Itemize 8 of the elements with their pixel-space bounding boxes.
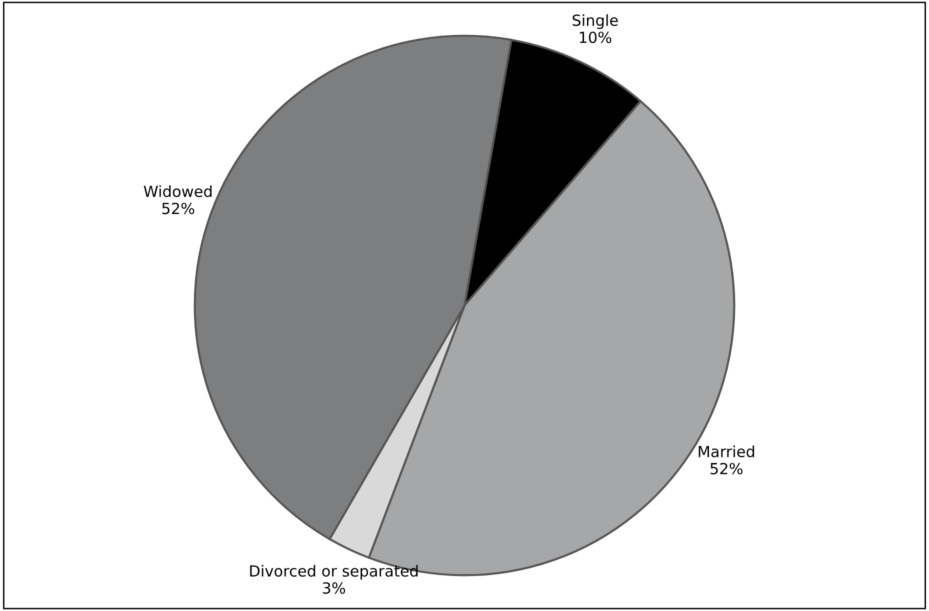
slice-label: Married bbox=[698, 445, 754, 458]
data-label: 52% bbox=[162, 202, 194, 214]
slice-label: Widowed bbox=[144, 185, 212, 198]
data-label: 10% bbox=[580, 32, 612, 44]
slice-label: Divorced or separated bbox=[250, 564, 418, 580]
data-label: 3% bbox=[322, 582, 346, 594]
slice-label: Single bbox=[572, 14, 618, 29]
data-label: 52% bbox=[710, 462, 743, 474]
